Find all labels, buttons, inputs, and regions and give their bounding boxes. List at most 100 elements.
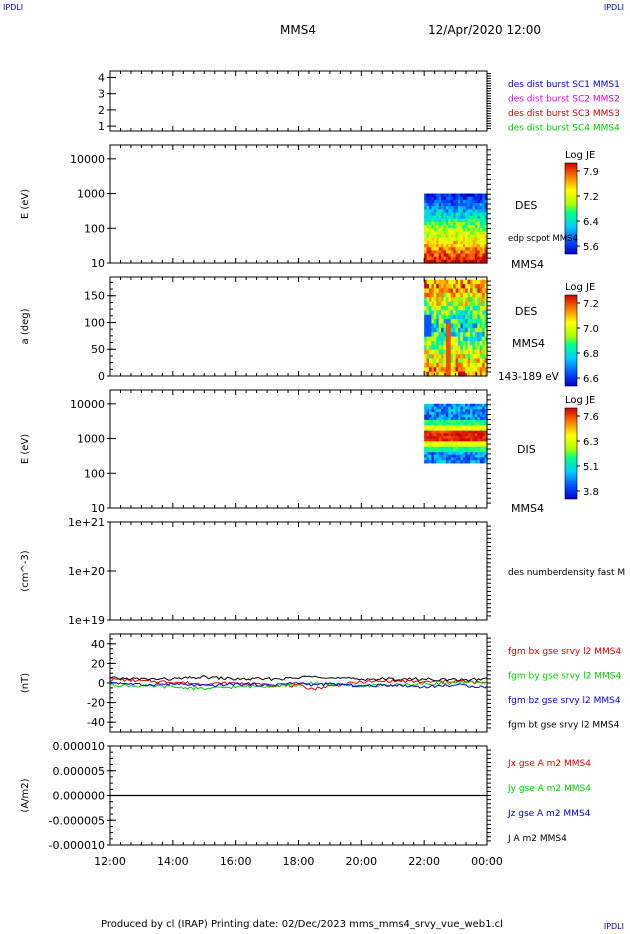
heatmap-cell (433, 228, 437, 233)
heatmap-cell (474, 221, 478, 226)
heatmap-cell (455, 444, 459, 448)
heatmap-cell (424, 237, 428, 242)
heatmap-cell (455, 206, 459, 210)
heatmap-cell (431, 234, 435, 239)
heatmap-cell (470, 256, 474, 261)
heatmap-cell (484, 203, 488, 207)
heatmap-cell (462, 349, 466, 355)
heatmap-cell (443, 284, 447, 290)
heatmap-cell (438, 310, 442, 316)
colorbar-tick-label: 6.8 (583, 349, 599, 360)
heatmap-cell (450, 323, 454, 329)
heatmap-cell (474, 244, 478, 248)
heatmap-cell (470, 301, 474, 307)
y-axis-label: (A/m2) (20, 778, 31, 812)
heatmap-cell (438, 215, 442, 220)
heatmap-cell (467, 297, 471, 303)
heatmap-cell (448, 327, 452, 333)
heatmap-cell (465, 446, 469, 451)
heatmap-cell (470, 212, 474, 217)
heatmap-cell (424, 354, 428, 360)
heatmap-cell (474, 319, 478, 325)
heatmap-cell (467, 253, 471, 258)
heatmap-cell (436, 436, 440, 440)
heatmap-cell (479, 425, 483, 429)
heatmap-cell (448, 231, 452, 236)
heatmap-cell (458, 446, 462, 451)
heatmap-cell (472, 358, 476, 364)
heatmap-cell (448, 196, 452, 201)
heatmap-cell (458, 199, 462, 204)
heatmap-cell (484, 253, 488, 258)
heatmap-cell (465, 409, 469, 413)
heatmap-cell (479, 422, 483, 426)
heatmap-cell (477, 427, 481, 432)
heatmap-cell (431, 446, 435, 451)
heatmap-cell (470, 336, 474, 342)
heatmap-cell (436, 323, 440, 329)
heatmap-cell (455, 433, 459, 437)
heatmap-cell (431, 433, 435, 437)
heatmap-cell (474, 305, 478, 311)
heatmap-cell (429, 327, 433, 333)
heatmap-cell (462, 206, 466, 210)
heatmap-cell (482, 237, 486, 242)
heatmap-cell (479, 196, 483, 201)
heatmap-cell (484, 362, 488, 368)
heatmap-cell (477, 314, 481, 320)
heatmap-cell (445, 323, 449, 329)
heatmap-cell (429, 422, 433, 426)
heatmap-cell (462, 419, 466, 424)
heatmap-cell (450, 240, 454, 245)
heatmap-cell (470, 430, 474, 434)
heatmap-cell (465, 436, 469, 440)
heatmap-cell (438, 256, 442, 261)
heatmap-cell (438, 454, 442, 459)
heatmap-cell (455, 218, 459, 223)
heatmap-cell (462, 292, 466, 298)
heatmap-cell (445, 292, 449, 298)
panel-density (107, 521, 491, 621)
heatmap-cell (431, 403, 435, 408)
heatmap-cell (450, 427, 454, 432)
y-tick-label: 100 (84, 222, 105, 235)
heatmap-cell (438, 228, 442, 233)
heatmap-cell (433, 225, 437, 229)
heatmap-cell (479, 411, 483, 416)
heatmap-cell (433, 454, 437, 459)
heatmap-cell (462, 444, 466, 448)
heatmap-cell (458, 218, 462, 223)
heatmap-cell (443, 319, 447, 325)
heatmap-cell (448, 225, 452, 229)
heatmap-cell (429, 403, 433, 408)
series-label: Jz gse A m2 MMS4 (507, 809, 591, 819)
heatmap-cell (445, 422, 449, 426)
heatmap-cell (482, 438, 486, 442)
heatmap-cell (441, 438, 445, 442)
heatmap-cell (453, 193, 457, 198)
heatmap-cell (474, 460, 478, 464)
heatmap-cell (484, 354, 488, 360)
heatmap-cell (450, 288, 454, 294)
heatmap-cell (455, 441, 459, 445)
heatmap-cell (450, 438, 454, 442)
heatmap-cell (482, 319, 486, 325)
heatmap-cell (429, 336, 433, 342)
heatmap-cell (429, 367, 433, 373)
heatmap-cell (455, 438, 459, 442)
heatmap-cell (448, 199, 452, 204)
heatmap-cell (474, 430, 478, 434)
heatmap-cell (477, 454, 481, 459)
heatmap-cell (445, 358, 449, 364)
heatmap-cell (445, 332, 449, 338)
heatmap-cell (470, 319, 474, 325)
heatmap-cell (460, 409, 464, 413)
heatmap-cell (453, 362, 457, 368)
heatmap-cell (479, 340, 483, 346)
heatmap-cell (450, 336, 454, 342)
heatmap-cell (424, 256, 428, 261)
heatmap-cell (465, 237, 469, 242)
heatmap-cell (477, 297, 481, 303)
heatmap-cell (465, 225, 469, 229)
x-tick-label: 18:00 (283, 855, 315, 868)
